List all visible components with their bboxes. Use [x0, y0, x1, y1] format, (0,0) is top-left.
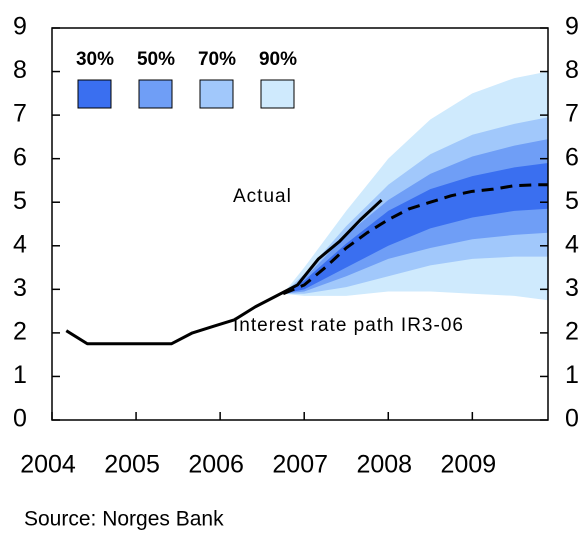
series-annotation: Actual: [233, 186, 292, 207]
y2-tick-label: 8: [565, 56, 579, 84]
y2-tick-label: 3: [565, 274, 579, 302]
y-tick-label: 5: [13, 187, 27, 215]
legend-label: 70%: [198, 49, 236, 70]
legend-label: 50%: [137, 49, 175, 70]
source-note: Source: Norges Bank: [24, 508, 224, 531]
y-tick-label: 9: [13, 13, 27, 41]
legend-label: 90%: [259, 49, 297, 70]
x-tick-label: 2008: [356, 451, 412, 479]
y-tick-label: 3: [13, 274, 27, 302]
x-tick-label: 2005: [104, 451, 160, 479]
y2-tick-label: 7: [565, 100, 579, 128]
y-tick-label: 6: [13, 143, 27, 171]
y-tick-label: 4: [13, 230, 27, 258]
y2-tick-label: 0: [565, 405, 579, 433]
y2-tick-label: 1: [565, 361, 579, 389]
legend-swatch: [260, 79, 295, 109]
legend-label: 30%: [76, 49, 114, 70]
x-tick-label: 2004: [20, 451, 76, 479]
y2-tick-label: 6: [565, 143, 579, 171]
series-line: [282, 183, 548, 296]
legend-swatch: [77, 79, 112, 109]
y-tick-label: 0: [13, 405, 27, 433]
fan-band: [283, 163, 548, 294]
series-line: [65, 198, 383, 346]
x-tick-label: 2009: [441, 451, 497, 479]
y2-tick-label: 9: [565, 13, 579, 41]
x-tick-label: 2006: [188, 451, 244, 479]
plot-frame: [51, 27, 549, 421]
y-tick-label: 1: [13, 361, 27, 389]
y-tick-label: 2: [13, 317, 27, 345]
x-tick-label: 2007: [272, 451, 328, 479]
y-tick-label: 8: [13, 56, 27, 84]
y2-tick-label: 5: [565, 187, 579, 215]
legend-swatch: [138, 79, 173, 109]
legend-swatch: [199, 79, 234, 109]
series-annotation: Interest rate path IR3-06: [233, 315, 464, 336]
y-tick-label: 7: [13, 100, 27, 128]
y2-tick-label: 2: [565, 317, 579, 345]
y2-tick-label: 4: [565, 230, 579, 258]
